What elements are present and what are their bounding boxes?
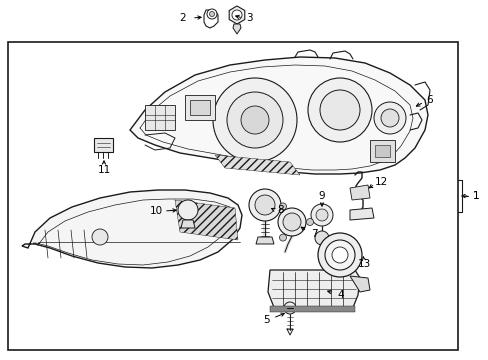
Polygon shape [256, 237, 273, 244]
Circle shape [315, 209, 327, 221]
Polygon shape [374, 145, 389, 157]
Polygon shape [94, 138, 113, 152]
Circle shape [307, 78, 371, 142]
Polygon shape [229, 6, 244, 24]
Polygon shape [267, 270, 359, 310]
Circle shape [278, 208, 305, 236]
Circle shape [380, 109, 398, 127]
Polygon shape [215, 155, 299, 175]
Circle shape [254, 195, 274, 215]
Circle shape [317, 233, 361, 277]
Text: 10: 10 [149, 206, 162, 216]
Polygon shape [130, 57, 427, 174]
Polygon shape [190, 100, 209, 115]
Polygon shape [175, 200, 238, 240]
Text: 2: 2 [179, 13, 186, 23]
Circle shape [331, 247, 347, 263]
Circle shape [241, 106, 268, 134]
Circle shape [314, 231, 328, 245]
Polygon shape [269, 306, 354, 312]
Text: 6: 6 [426, 95, 432, 105]
Circle shape [248, 189, 281, 221]
Circle shape [310, 204, 332, 226]
Circle shape [231, 10, 242, 20]
Circle shape [92, 229, 108, 245]
Polygon shape [349, 208, 373, 220]
Text: 7: 7 [310, 229, 317, 239]
Polygon shape [369, 140, 394, 162]
Polygon shape [184, 95, 215, 120]
Polygon shape [145, 105, 175, 130]
Polygon shape [349, 185, 369, 200]
Polygon shape [232, 24, 241, 34]
Text: 3: 3 [245, 13, 252, 23]
Text: 8: 8 [277, 205, 284, 215]
Polygon shape [181, 220, 195, 228]
Polygon shape [22, 190, 242, 268]
Circle shape [213, 78, 296, 162]
Polygon shape [203, 10, 218, 28]
Circle shape [279, 203, 286, 210]
Bar [8, 42, 457, 350]
Circle shape [279, 234, 286, 241]
Circle shape [306, 219, 313, 225]
Text: 5: 5 [262, 315, 269, 325]
Text: 9: 9 [318, 191, 325, 201]
Circle shape [209, 12, 214, 17]
Text: 1: 1 [472, 191, 478, 201]
Circle shape [283, 213, 301, 231]
Circle shape [206, 9, 217, 19]
Text: 4: 4 [337, 290, 344, 300]
Circle shape [319, 90, 359, 130]
Text: 12: 12 [374, 177, 387, 187]
Circle shape [325, 240, 354, 270]
Circle shape [178, 200, 198, 220]
Polygon shape [349, 276, 369, 292]
Circle shape [373, 102, 405, 134]
Circle shape [226, 92, 283, 148]
Text: 13: 13 [357, 259, 370, 269]
Text: 11: 11 [97, 165, 110, 175]
Circle shape [284, 302, 295, 314]
Text: 1: 1 [472, 191, 478, 201]
